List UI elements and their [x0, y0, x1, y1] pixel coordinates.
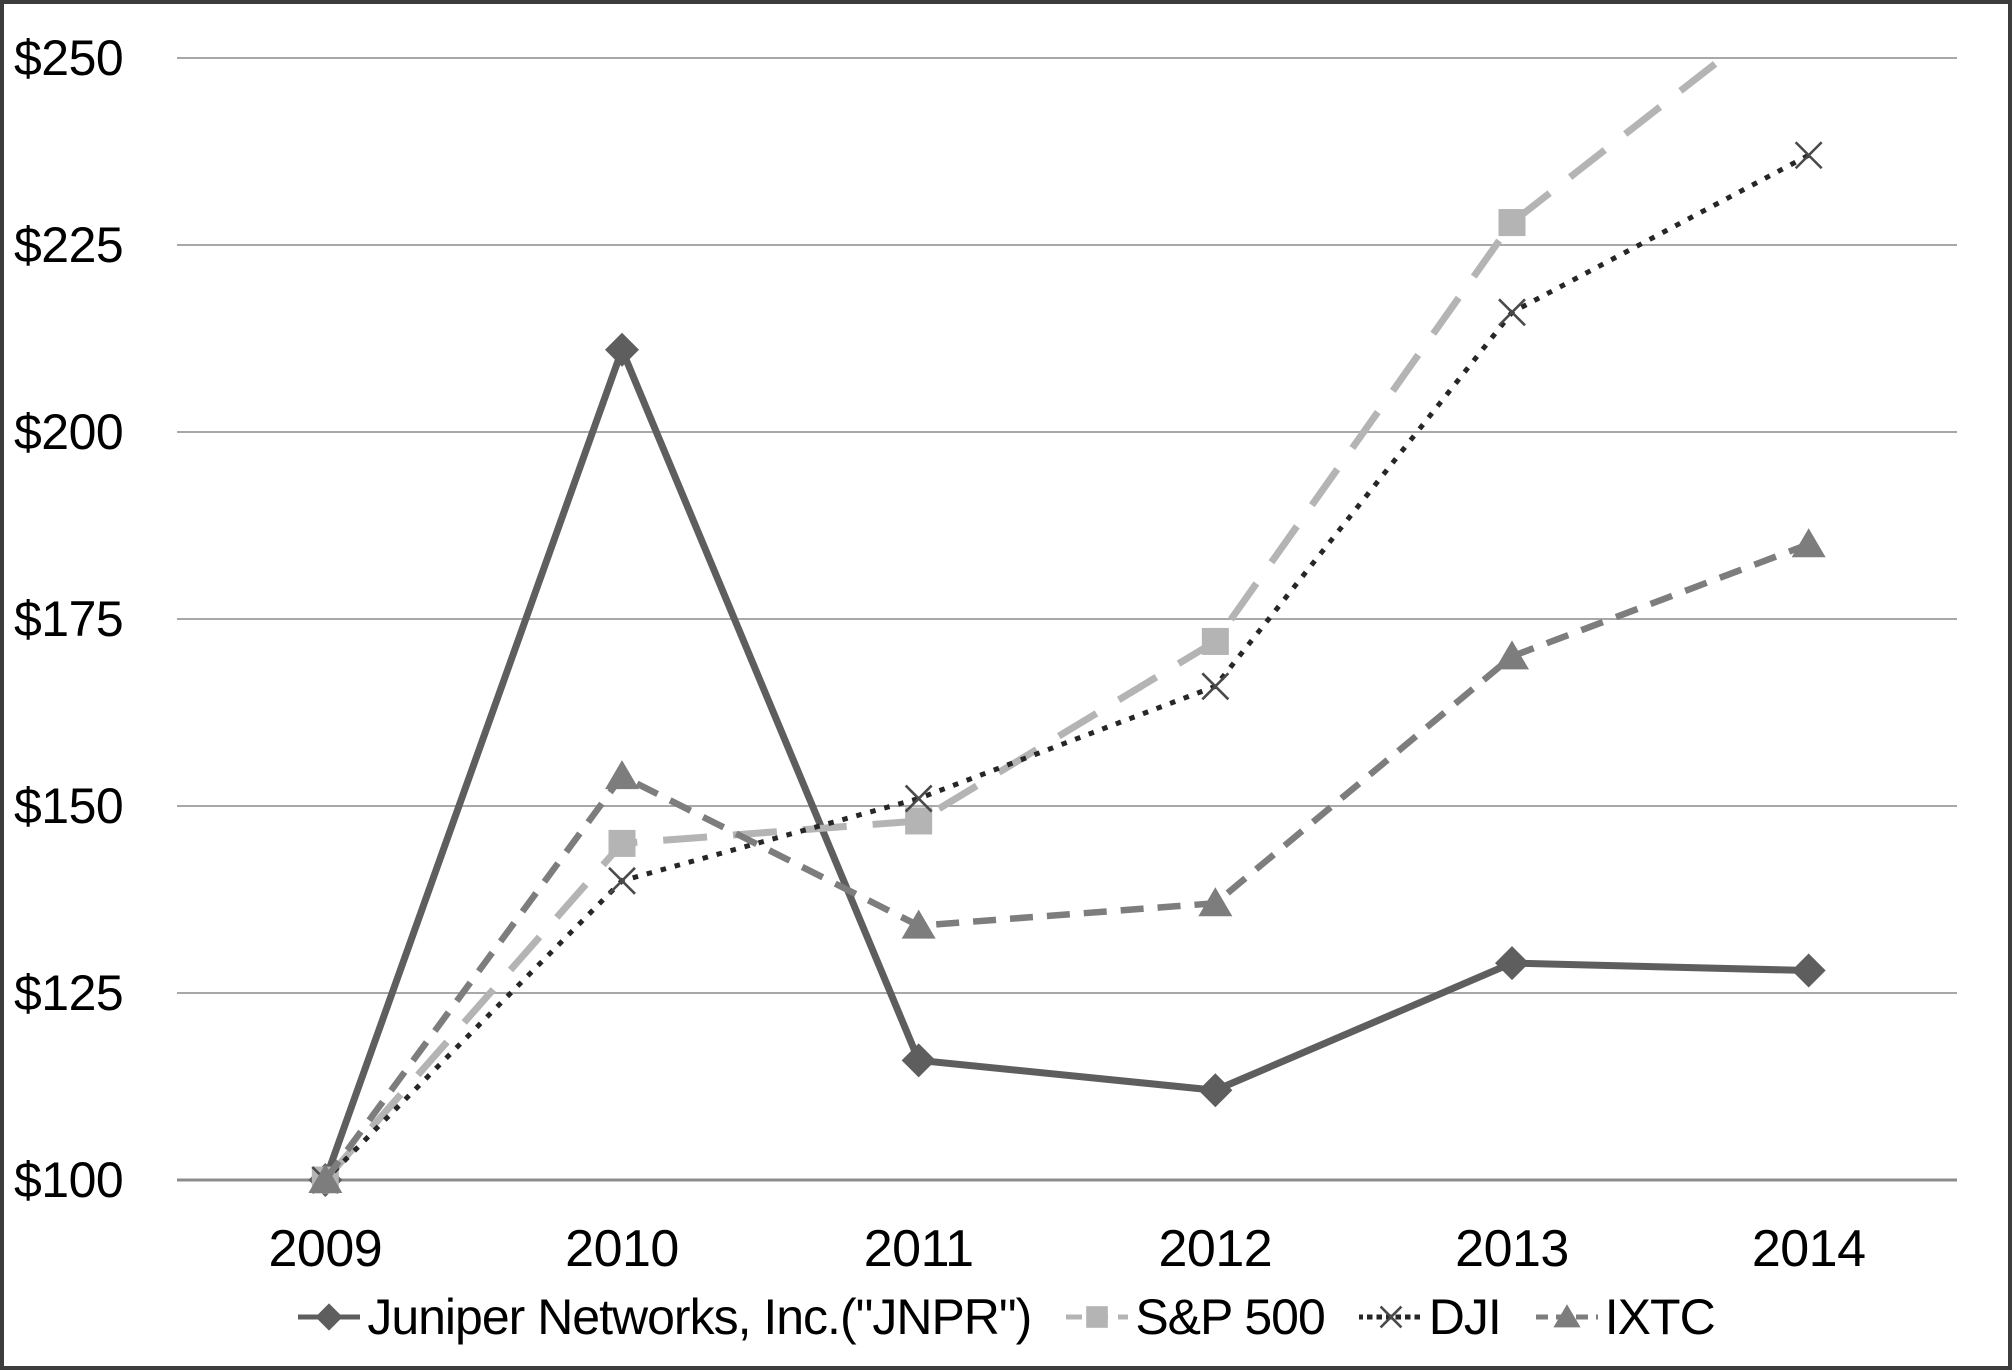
marker-triangle — [308, 1164, 343, 1193]
marker-x — [1498, 298, 1526, 327]
y-axis-tick-label: $225 — [14, 217, 123, 273]
y-axis-tick-label: $125 — [14, 965, 123, 1021]
series-line — [322, 541, 1810, 1182]
marker-x — [904, 784, 933, 813]
legend-marker-diamond — [298, 1303, 361, 1331]
legend-label: IXTC — [1604, 1289, 1716, 1345]
legend-label: DJI — [1428, 1289, 1502, 1345]
legend-item-sp500: S&P 500 — [1065, 1288, 1326, 1346]
marker-square — [608, 829, 636, 857]
series-sp500 — [311, 0, 1822, 1194]
x-axis-tick-label: 2009 — [268, 1220, 382, 1278]
marker-x — [608, 866, 636, 895]
x-axis-tick-label: 2012 — [1158, 1220, 1272, 1278]
x-axis-tick-label: 2011 — [864, 1220, 974, 1278]
marker-diamond — [1198, 1073, 1233, 1108]
marker-triangle — [1198, 887, 1233, 917]
series-ixtc — [308, 528, 1826, 1193]
series-line — [321, 151, 1813, 1184]
marker-x — [1201, 672, 1230, 701]
marker-square — [1498, 209, 1526, 237]
marker-triangle — [901, 909, 936, 939]
y-axis-tick-label: $150 — [14, 778, 123, 834]
marker-square — [1795, 0, 1822, 4]
series-line — [322, 340, 1809, 1182]
marker-square — [905, 807, 933, 835]
series-line — [322, 58, 1729, 1183]
legend-item-jnpr: Juniper Networks, Inc.("JNPR") — [297, 1288, 1032, 1346]
marker-triangle — [1553, 1304, 1581, 1328]
marker-diamond — [1495, 946, 1529, 981]
legend-label: S&P 500 — [1135, 1289, 1325, 1345]
marker-diamond — [1791, 953, 1826, 988]
y-axis-tick-label: $200 — [14, 404, 123, 460]
y-axis-tick-label: $250 — [14, 30, 123, 86]
marker-x — [1379, 1305, 1403, 1329]
legend-marker-x — [1358, 1305, 1423, 1329]
chart-legend: Juniper Networks, Inc.("JNPR") S&P 500 DJI… — [0, 1288, 2012, 1346]
marker-x — [1794, 141, 1823, 170]
y-axis-tick-label: $100 — [14, 1152, 123, 1208]
marker-diamond — [605, 332, 639, 367]
legend-label: Juniper Networks, Inc.("JNPR") — [367, 1289, 1032, 1345]
marker-triangle — [1495, 640, 1529, 670]
legend-item-ixtc: IXTC — [1535, 1288, 1716, 1346]
marker-square — [1201, 627, 1229, 655]
x-axis-tick-label: 2010 — [565, 1220, 679, 1278]
marker-triangle — [1791, 528, 1826, 558]
legend-item-dji: DJI — [1358, 1288, 1502, 1346]
marker-diamond — [315, 1303, 343, 1331]
x-axis-tick-label: 2013 — [1455, 1220, 1569, 1278]
series-dji — [311, 141, 1823, 1194]
marker-square — [1086, 1306, 1109, 1328]
marker-diamond — [901, 1043, 936, 1078]
legend-marker-square — [1066, 1306, 1129, 1328]
y-axis-tick-label: $175 — [14, 591, 123, 647]
legend-marker-triangle — [1535, 1304, 1598, 1328]
x-axis-tick-label: 2014 — [1752, 1220, 1866, 1278]
marker-triangle — [605, 760, 639, 790]
series-jnpr — [308, 332, 1826, 1197]
